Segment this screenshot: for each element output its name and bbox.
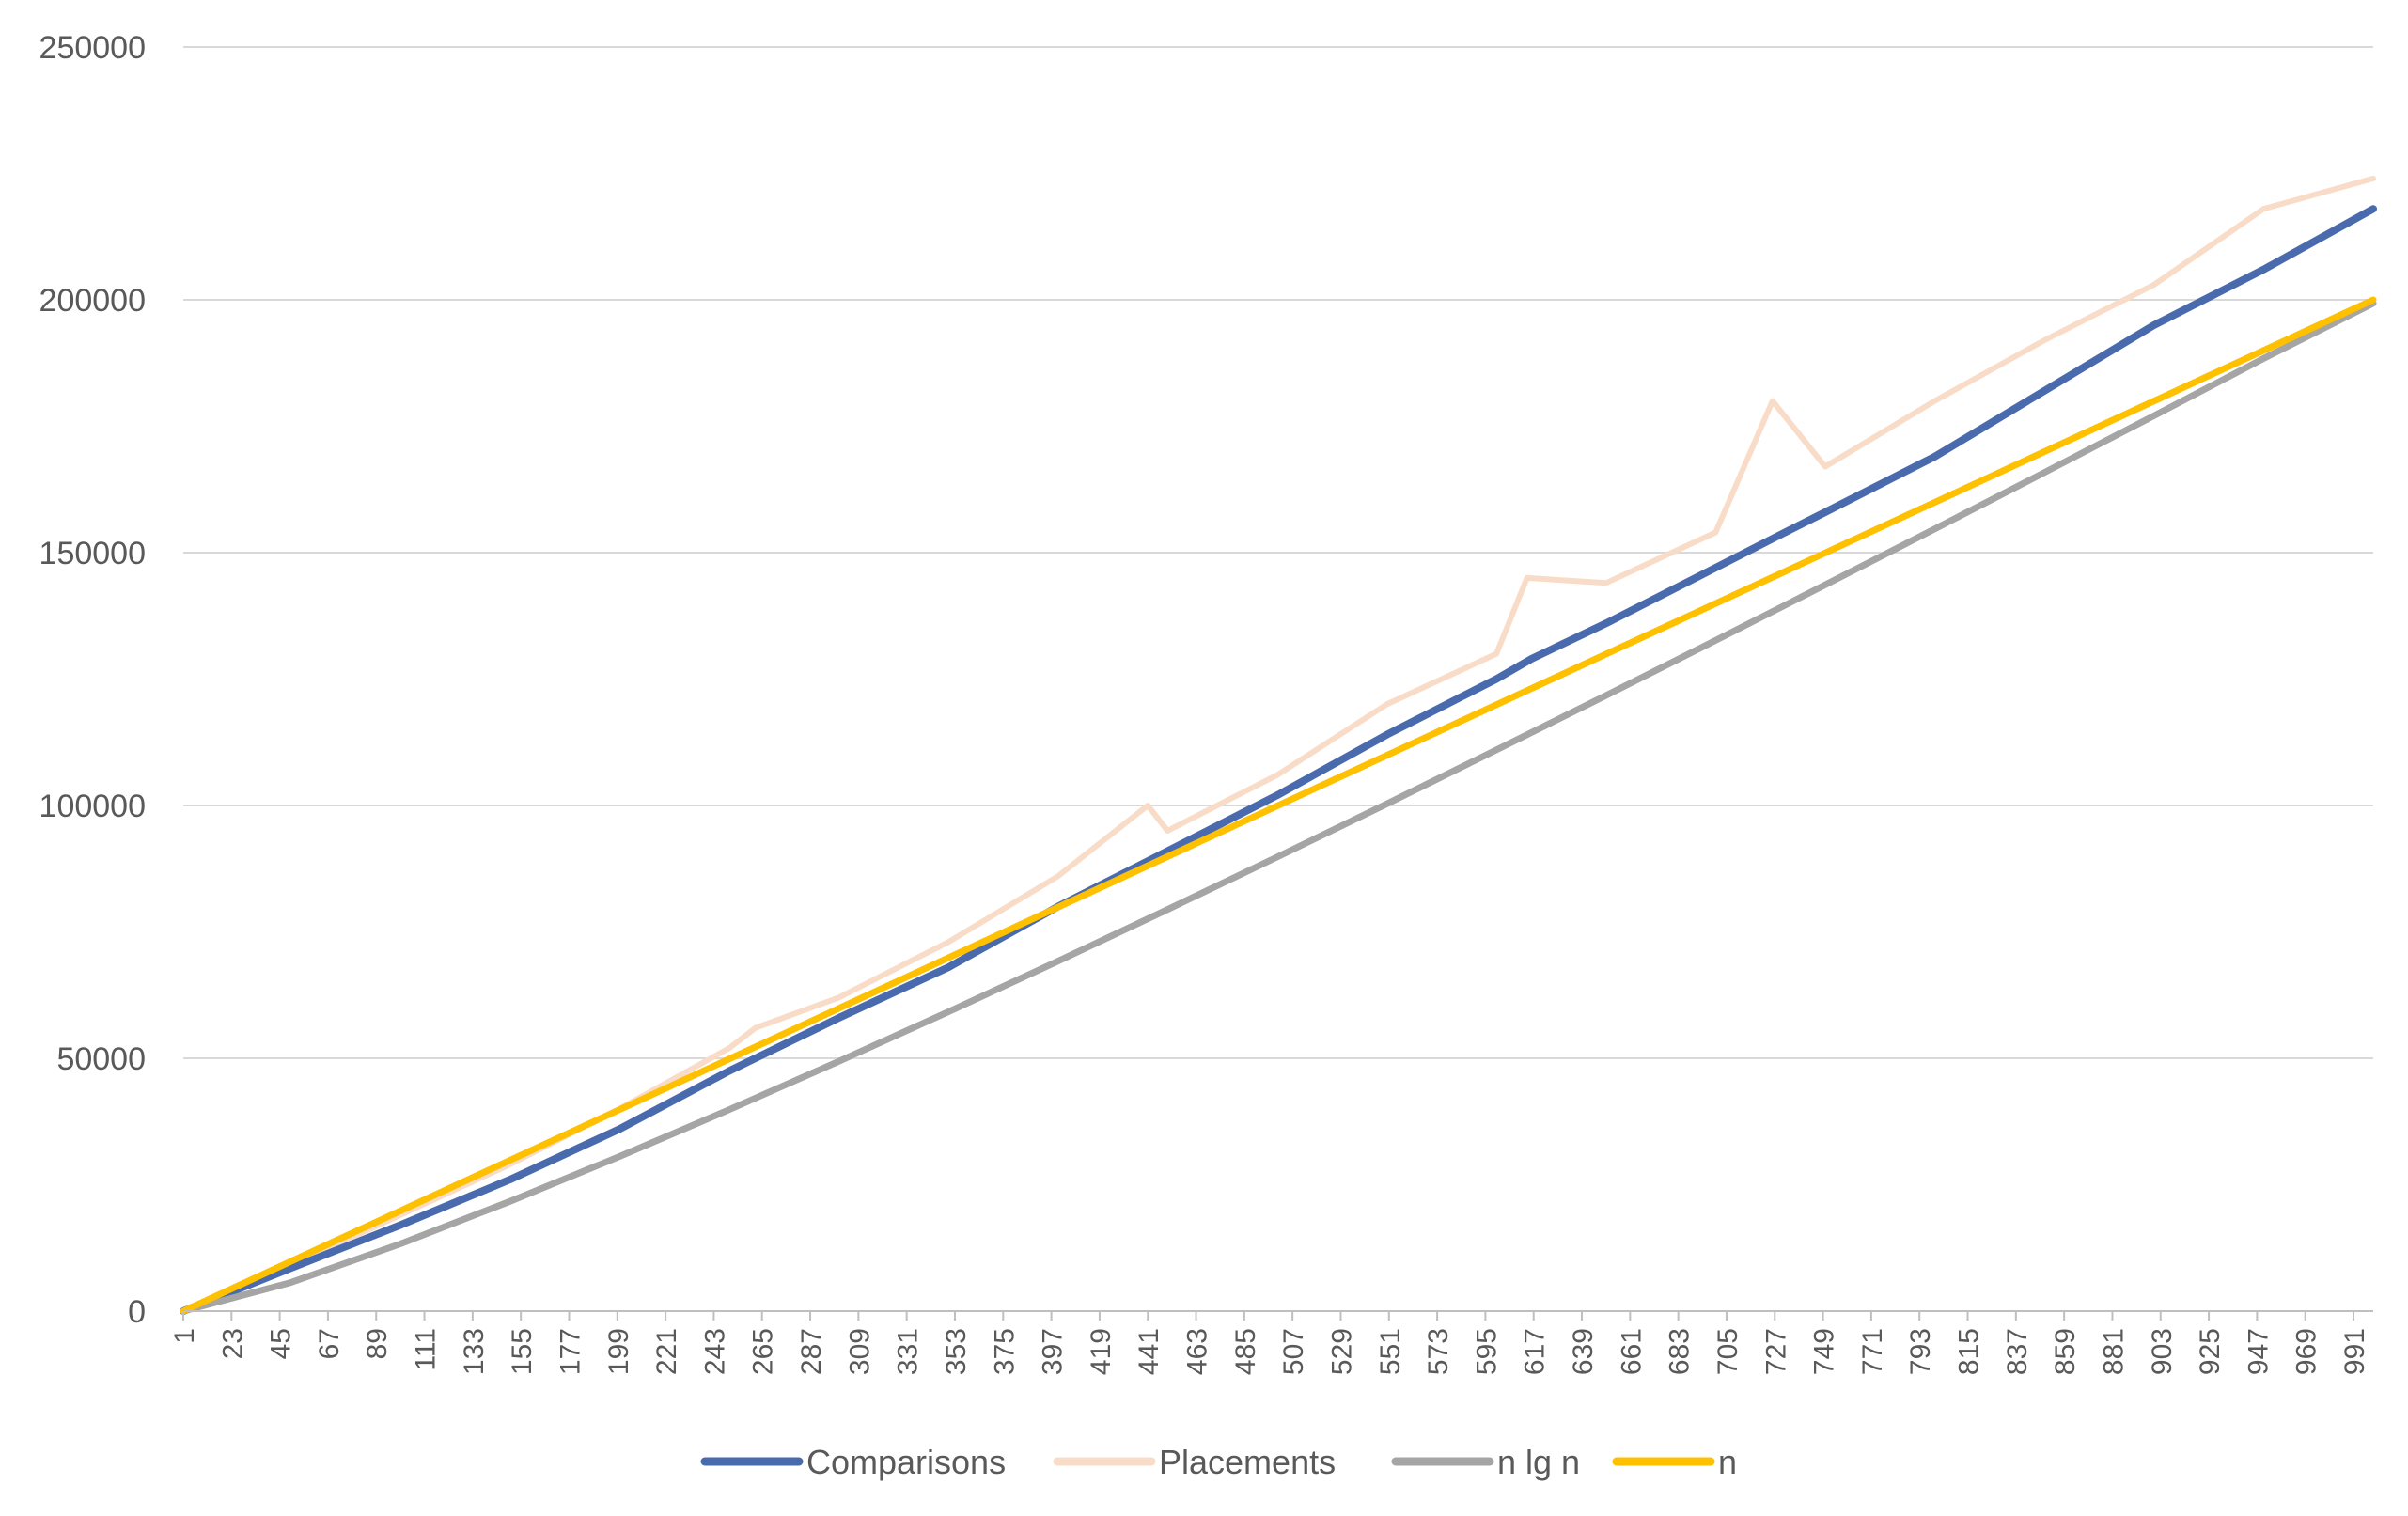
legend: Comparisons Placements n lg n n <box>700 1443 1737 1481</box>
x-tick-label: 441 <box>1134 1328 1165 1375</box>
x-tick-label: 397 <box>1038 1328 1069 1375</box>
x-tick-label: 463 <box>1182 1328 1213 1375</box>
x-tick-label: 419 <box>1086 1328 1117 1375</box>
y-axis-tick-labels: 0 50000 100000 150000 200000 250000 <box>39 30 146 1330</box>
x-tick-label: 89 <box>362 1328 393 1359</box>
x-tick-label: 925 <box>2195 1328 2226 1375</box>
series-line-nlgn <box>180 300 2377 1315</box>
x-tick-label: 331 <box>893 1328 924 1375</box>
x-tick-label: 727 <box>1760 1328 1791 1375</box>
x-tick-label: 573 <box>1423 1328 1454 1375</box>
x-tick-label: 881 <box>2098 1328 2129 1375</box>
y-tick-label: 150000 <box>39 536 146 571</box>
x-tick-label: 815 <box>1954 1328 1985 1375</box>
x-tick-label: 67 <box>314 1328 345 1359</box>
x-tick-label: 793 <box>1905 1328 1936 1375</box>
series-line-placements <box>180 175 2376 1314</box>
x-tick-label: 507 <box>1278 1328 1309 1375</box>
x-tick-label: 485 <box>1230 1328 1261 1375</box>
series-line-n <box>180 296 2377 1315</box>
y-tick-label: 200000 <box>39 283 146 319</box>
x-tick-label: 23 <box>217 1328 248 1359</box>
x-tick-label: 133 <box>459 1328 490 1375</box>
x-tick-label: 683 <box>1665 1328 1696 1375</box>
x-tick-label: 309 <box>844 1328 875 1375</box>
x-tick-label: 265 <box>748 1328 779 1375</box>
x-tick-label: 661 <box>1616 1328 1647 1375</box>
x-tick-label: 177 <box>555 1328 586 1375</box>
legend-label-n: n <box>1718 1443 1737 1481</box>
x-tick-label: 991 <box>2339 1328 2370 1375</box>
x-tick-label: 837 <box>2002 1328 2033 1375</box>
x-tick-label: 353 <box>941 1328 972 1375</box>
x-tick-label: 947 <box>2243 1328 2274 1375</box>
x-tick-label: 551 <box>1375 1328 1406 1375</box>
y-tick-label: 250000 <box>39 30 146 66</box>
x-axis-tick-labels: 1 23 45 67 89 111 133 155 177 199 221 243 265 287 309 3… <box>169 1311 2370 1375</box>
x-tick-label: 221 <box>651 1328 682 1375</box>
x-tick-label: 287 <box>796 1328 827 1375</box>
x-tick-label: 199 <box>603 1328 634 1375</box>
x-tick-label: 705 <box>1712 1328 1743 1375</box>
x-tick-label: 617 <box>1520 1328 1551 1375</box>
series-line-comparisons <box>180 205 2377 1315</box>
x-tick-label: 771 <box>1857 1328 1888 1375</box>
x-tick-label: 243 <box>699 1328 730 1375</box>
legend-label-nlgn: n lg n <box>1497 1443 1580 1481</box>
y-tick-label: 50000 <box>56 1041 146 1077</box>
x-tick-label: 529 <box>1326 1328 1357 1375</box>
x-tick-label: 111 <box>411 1328 442 1371</box>
legend-label-placements: Placements <box>1159 1443 1336 1481</box>
x-tick-label: 155 <box>507 1328 538 1375</box>
x-tick-label: 1 <box>169 1328 200 1344</box>
y-tick-label: 0 <box>128 1294 146 1330</box>
x-tick-label: 375 <box>989 1328 1020 1375</box>
x-tick-label: 969 <box>2291 1328 2322 1375</box>
legend-label-comparisons: Comparisons <box>806 1443 1006 1481</box>
y-tick-label: 100000 <box>39 789 146 824</box>
gridlines <box>183 46 2373 1059</box>
x-tick-label: 45 <box>266 1328 297 1359</box>
x-tick-label: 595 <box>1471 1328 1502 1375</box>
x-tick-label: 639 <box>1568 1328 1599 1375</box>
x-tick-label: 859 <box>2050 1328 2081 1375</box>
x-tick-label: 749 <box>1809 1328 1840 1375</box>
x-tick-label: 903 <box>2147 1328 2178 1375</box>
series-lines <box>180 175 2377 1315</box>
